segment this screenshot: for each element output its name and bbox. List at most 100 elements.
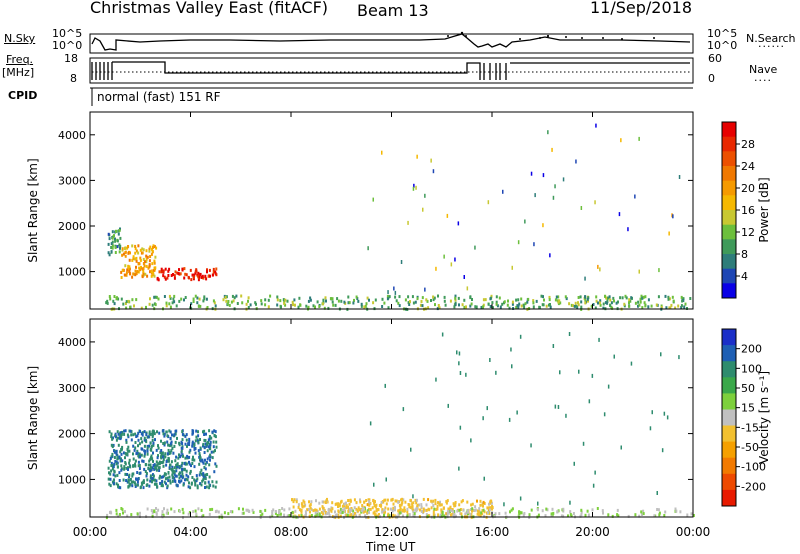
power-echo-cell (501, 302, 504, 306)
velocity-echo-cell (200, 468, 203, 472)
power-echo-cell (517, 306, 520, 310)
power-echo-cell (398, 304, 401, 308)
velocity-echo-cell (168, 429, 171, 433)
velocity-echo-cell (154, 438, 156, 442)
velocity-echo-cell (393, 505, 396, 509)
velocity-echo-cell (181, 430, 184, 434)
velocity-colorbar-tick-label: -15 (741, 421, 759, 434)
power-echo-cell (110, 250, 113, 254)
velocity-echo-cell (307, 508, 310, 511)
velocity-echo-cell (193, 444, 196, 448)
power-echo-cell (580, 300, 583, 304)
velocity-echo-cell (572, 512, 575, 515)
velocity-echo-cell (202, 430, 204, 434)
velocity-echo-cell (343, 504, 346, 508)
velocity-echo-cell (274, 511, 277, 515)
velocity-echo-cell (148, 444, 151, 448)
velocity-echo-cell (116, 436, 119, 440)
velocity-echo-cell (480, 511, 483, 515)
velocity-echo-cell (322, 509, 325, 513)
velocity-echo-cell (160, 461, 163, 464)
velocity-echo-cell (259, 514, 262, 518)
velocity-echo-cell (217, 510, 220, 514)
velocity-echo-cell (207, 438, 210, 442)
power-echo-cell (183, 276, 186, 280)
power-echo-cell (152, 269, 155, 273)
velocity-echo-cell (208, 445, 210, 449)
velocity-echo-cell (119, 450, 122, 454)
velocity-echo-cell (325, 511, 328, 515)
velocity-echo-cell (486, 511, 489, 515)
velocity-echo-cell (162, 458, 165, 462)
velocity-sparse-echo (456, 350, 458, 355)
power-echo-cell (233, 296, 236, 300)
velocity-echo-cell (389, 507, 392, 511)
power-panel-frame (89, 111, 694, 310)
power-echo-cell (141, 247, 144, 251)
power-echo-cell (294, 303, 296, 307)
velocity-echo-cell (294, 509, 297, 513)
power-echo-cell (154, 255, 157, 259)
power-echo-cell (225, 295, 228, 299)
power-echo-cell (134, 251, 137, 255)
velocity-echo-cell (458, 508, 461, 512)
velocity-colorbar-segment (722, 377, 736, 394)
velocity-echo-cell (436, 507, 439, 511)
velocity-echo-cell (227, 512, 230, 516)
velocity-echo-cell (209, 440, 212, 444)
velocity-echo-cell (155, 507, 157, 510)
power-sparse-echo (627, 227, 629, 232)
velocity-echo-cell (180, 464, 183, 467)
power-echo-cell (527, 297, 530, 301)
velocity-echo-cell (134, 464, 137, 468)
velocity-echo-cell (208, 475, 211, 479)
velocity-echo-cell (340, 499, 343, 503)
velocity-echo-cell (489, 500, 492, 504)
velocity-echo-cell (213, 429, 216, 433)
power-echo-cell (247, 296, 250, 300)
velocity-echo-cell (399, 508, 402, 511)
power-echo-cell (111, 236, 114, 240)
power-echo-cell (584, 301, 587, 305)
velocity-echo-cell (151, 477, 154, 480)
velocity-echo-cell (374, 513, 377, 517)
velocity-echo-cell (144, 470, 147, 473)
power-echo-cell (522, 303, 525, 307)
velocity-echo-cell (488, 512, 491, 516)
velocity-echo-cell (166, 440, 169, 444)
power-echo-cell (141, 251, 144, 255)
power-echo-cell (386, 294, 389, 298)
velocity-echo-cell (118, 456, 121, 460)
power-echo-cell (132, 257, 135, 261)
velocity-echo-cell (162, 464, 165, 468)
velocity-echo-cell (206, 442, 209, 446)
velocity-echo-cell (272, 508, 275, 512)
power-sparse-echo (413, 183, 415, 188)
velocity-echo-cell (300, 502, 303, 506)
velocity-echo-cell (445, 512, 448, 516)
velocity-echo-cell (518, 512, 521, 515)
velocity-echo-cell (122, 478, 125, 482)
velocity-echo-cell (470, 503, 473, 507)
power-echo-cell (548, 295, 551, 299)
velocity-echo-cell (345, 506, 348, 510)
velocity-echo-cell (142, 480, 145, 484)
velocity-echo-cell (479, 503, 482, 507)
velocity-sparse-echo (565, 413, 567, 418)
velocity-echo-cell (163, 474, 166, 478)
power-echo-cell (116, 245, 119, 249)
velocity-echo-cell (441, 512, 444, 516)
power-sparse-echo (393, 286, 395, 291)
velocity-echo-cell (143, 444, 146, 448)
velocity-echo-cell (211, 456, 214, 460)
velocity-echo-cell (303, 500, 306, 504)
velocity-echo-cell (205, 485, 208, 489)
velocity-echo-cell (415, 501, 418, 505)
velocity-echo-cell (334, 502, 337, 506)
velocity-echo-cell (120, 452, 123, 456)
velocity-echo-cell (190, 481, 193, 485)
velocity-echo-cell (143, 467, 146, 471)
velocity-echo-cell (432, 510, 435, 514)
velocity-echo-cell (128, 449, 131, 453)
